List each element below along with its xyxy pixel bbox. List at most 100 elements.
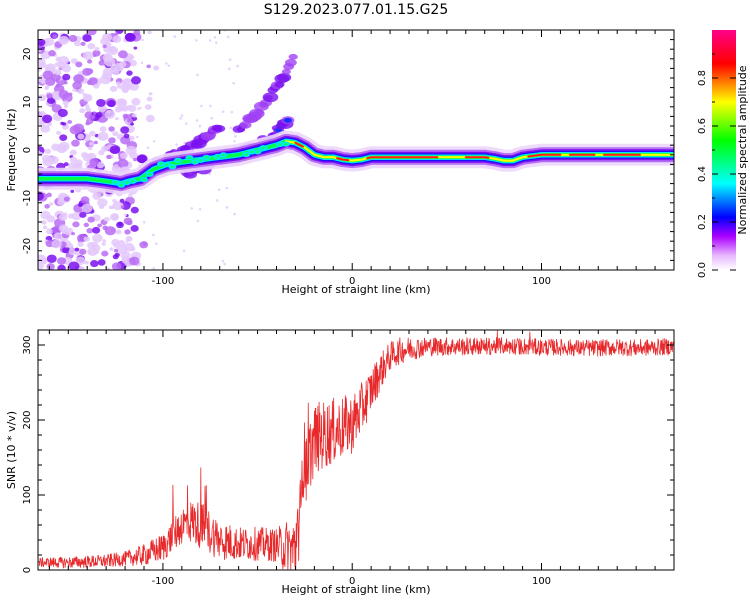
spectrogram-noise-blob xyxy=(92,226,101,234)
spectrogram-ridge-core xyxy=(294,141,304,148)
spectrogram-ytick-label: 10 xyxy=(22,96,33,109)
spectrogram-noise-blob xyxy=(153,65,160,71)
spectrogram-noise-blob xyxy=(42,70,54,80)
spectrogram-noise-blob xyxy=(46,192,52,198)
spectrogram-noise-blob xyxy=(63,81,68,85)
spectrogram-noise-blob xyxy=(38,94,47,102)
spectrogram-noise-blob xyxy=(113,248,119,253)
spectrogram-noise-blob xyxy=(126,70,133,76)
spectrogram-noise-blob xyxy=(48,50,56,57)
spectrogram-noise-blob xyxy=(84,104,90,108)
spectrogram-noise-blob xyxy=(184,122,188,125)
spectrogram-noise-blob xyxy=(52,34,58,39)
spectrogram-noise-blob xyxy=(180,114,184,117)
spectrogram-noise-blob xyxy=(121,106,129,112)
spectrogram-noise-blob xyxy=(225,206,229,209)
spectrogram-noise-blob xyxy=(233,139,236,143)
spectrogram-noise-blob xyxy=(102,44,107,49)
spectrogram-noise-blob xyxy=(93,83,100,89)
snr-xlabel: Height of straight line (km) xyxy=(281,583,430,596)
spectrogram-noise-blob xyxy=(99,126,107,132)
spectrogram-noise-blob xyxy=(141,38,144,42)
spectrogram-noise-blob xyxy=(90,260,99,268)
spectrogram-ridge-blob xyxy=(283,142,288,146)
spectrogram-noise-blob xyxy=(73,123,85,133)
spectrogram-noise-blob xyxy=(73,40,81,47)
spectrogram-ridge-blob xyxy=(119,183,124,187)
spectrogram-ridge-blob xyxy=(159,162,164,166)
spectrogram-noise-blob xyxy=(98,60,106,66)
spectrogram-noise-blob xyxy=(129,256,140,266)
spectrogram-noise-blob xyxy=(96,98,106,107)
spectrogram-content xyxy=(38,30,674,270)
snr-panel: -100 0 100 0 100 200 300 Height of straight li… xyxy=(5,329,675,596)
figure-title: S129.2023.077.01.15.G25 xyxy=(264,2,449,18)
spectrogram-noise-blob xyxy=(167,64,171,68)
spectrogram-ylabel: Frequency (Hz) xyxy=(5,109,18,192)
spectrogram-noise-blob xyxy=(53,232,63,240)
colorbar-tick-label: 0.8 xyxy=(697,70,708,86)
spectrogram-noise-blob xyxy=(198,124,202,128)
spectrogram-noise-blob xyxy=(210,116,214,120)
spectrogram-noise-blob xyxy=(109,145,121,155)
spectrogram-noise-blob xyxy=(79,108,86,114)
colorbar-ticks: 0.0 0.2 0.4 0.6 0.8 xyxy=(697,53,736,278)
spectrogram-noise-blob xyxy=(133,46,138,50)
spectrogram-noise-blob xyxy=(82,67,92,76)
spectrogram-noise-blob xyxy=(87,42,96,50)
spectrogram-branch-blob xyxy=(213,125,226,133)
spectrogram-ytick-label: 0 xyxy=(22,147,33,153)
spectrogram-noise-blob xyxy=(70,58,78,64)
spectrogram-noise-blob xyxy=(117,158,129,169)
spectrogram-noise-blob xyxy=(195,119,199,122)
spectrogram-noise-blob xyxy=(87,216,95,223)
spectrogram-noise-blob xyxy=(142,241,148,246)
spectrogram-noise-blob xyxy=(130,225,139,232)
spectrogram-noise-blob xyxy=(133,30,141,36)
spectrogram-noise-blob xyxy=(85,106,91,112)
spectrogram-noise-blob xyxy=(97,135,102,140)
spectrogram-noise-blob xyxy=(44,37,55,47)
spectrogram-noise-blob xyxy=(45,63,56,73)
spectrogram-noise-blob xyxy=(80,196,90,204)
spectrogram-noise-blob xyxy=(113,243,120,248)
spectrogram-noise-blob xyxy=(89,158,99,167)
spectrogram-noise-blob xyxy=(152,267,156,270)
colorbar-gradient xyxy=(712,30,736,270)
spectrogram-noise-blob xyxy=(101,242,106,246)
spectrogram-ridge-blob xyxy=(193,160,198,164)
spectrogram-noise-blob xyxy=(182,249,186,253)
spectrogram-ytick-label: -10 xyxy=(22,190,33,206)
spectrogram-noise-blob xyxy=(48,155,59,165)
spectrogram-ridge-blob xyxy=(176,158,181,162)
snr-ytick-label: 0 xyxy=(22,567,33,573)
spectrogram-noise-blob xyxy=(38,254,47,264)
snr-plot-area xyxy=(38,330,674,570)
spectrogram-xtick-label: 0 xyxy=(349,276,355,287)
spectrogram-ridge-blob xyxy=(198,159,203,162)
spectrogram-noise-blob xyxy=(128,136,135,141)
spectrogram-noise-blob xyxy=(61,229,68,235)
spectrogram-noise-blob xyxy=(59,134,68,141)
spectrogram-noise-blob xyxy=(118,50,128,59)
spectrogram-noise-blob xyxy=(117,221,123,226)
spectrogram-noise-blob xyxy=(49,202,54,206)
spectrogram-noise-blob xyxy=(228,58,232,62)
spectrogram-noise-blob xyxy=(69,156,78,164)
spectrogram-noise-blob xyxy=(130,206,139,214)
spectrogram-noise-blob xyxy=(51,239,62,249)
spectrogram-noise-blob xyxy=(208,39,212,42)
spectrogram-ridge-blob xyxy=(278,143,283,146)
spectrogram-noise-blob xyxy=(102,53,113,62)
spectrogram-noise-blob xyxy=(195,39,198,42)
spectrogram-noise-blob xyxy=(107,100,116,108)
spectrogram-noise-blob xyxy=(38,262,44,270)
spectrogram-ridge-core xyxy=(366,156,439,160)
spectrogram-noise-blob xyxy=(79,248,87,255)
spectrogram-noise-blob xyxy=(102,225,108,231)
spectrogram-noise-blob xyxy=(46,97,56,105)
spectrogram-noise-blob xyxy=(200,104,203,108)
spectrogram-noise-blob xyxy=(129,81,132,84)
spectrogram-noise-blob xyxy=(129,59,137,67)
